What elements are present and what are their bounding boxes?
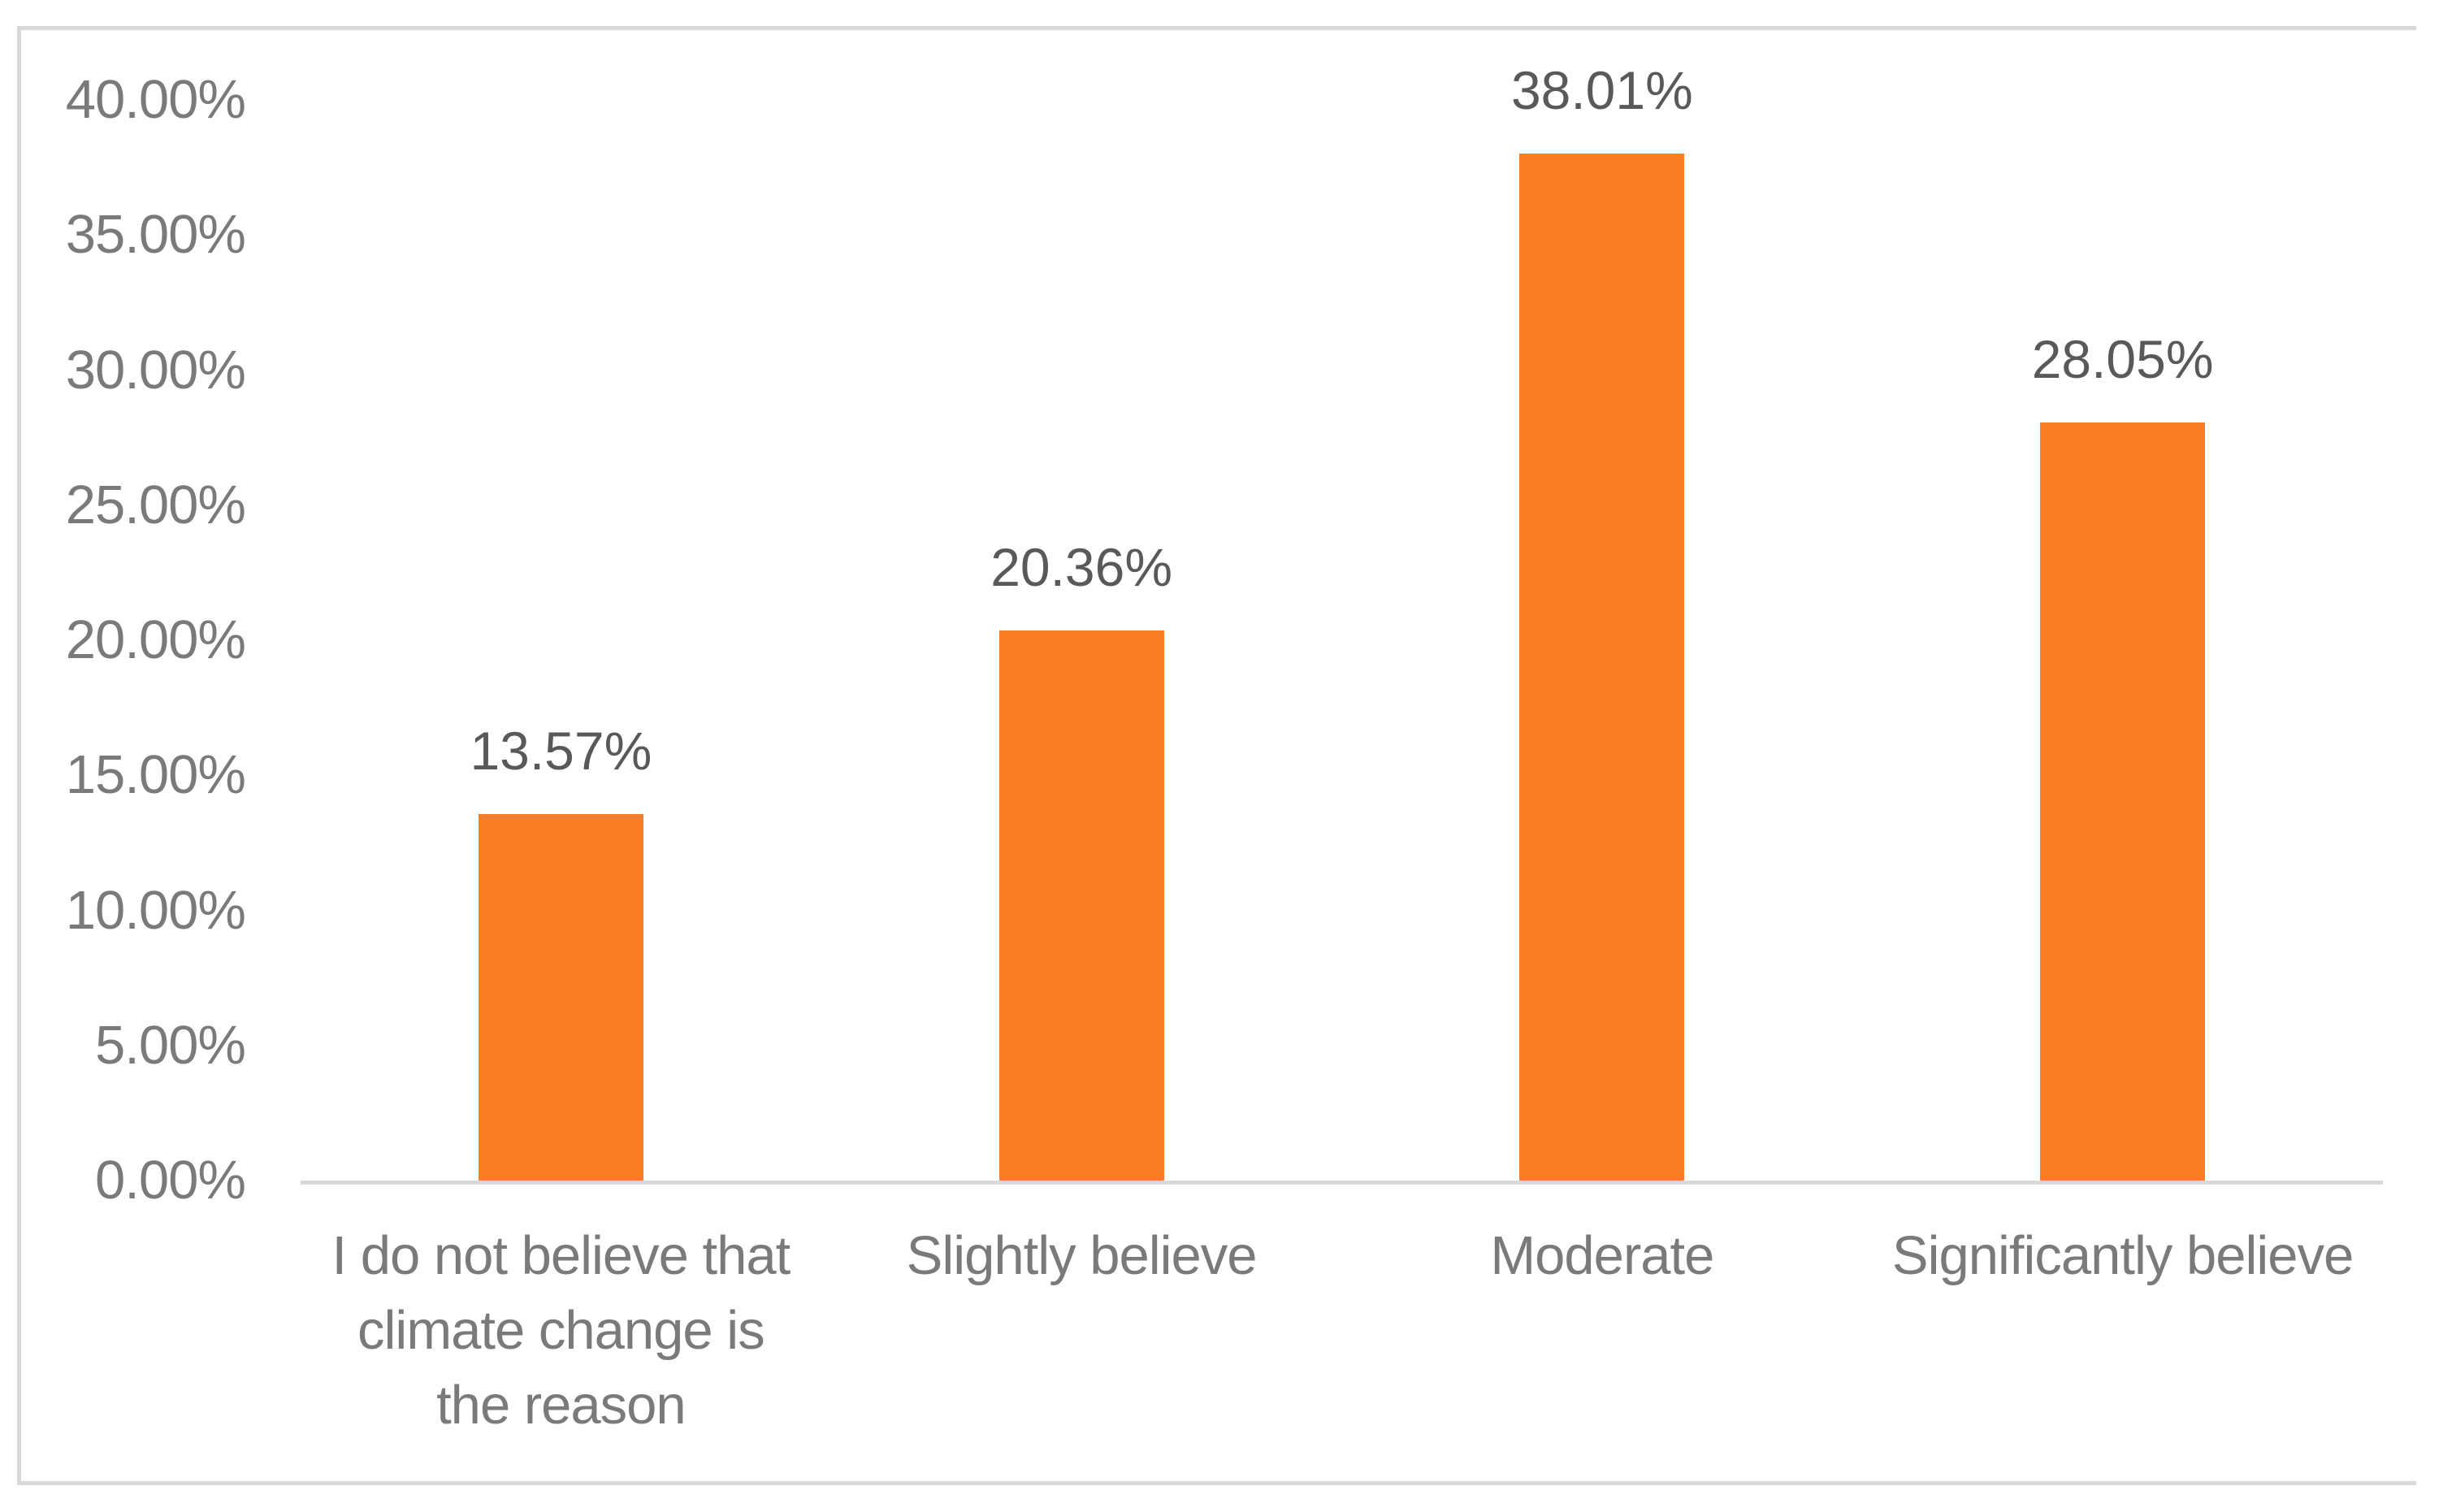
- category-label-line: the reason: [436, 1375, 687, 1436]
- x-axis-line: [301, 1181, 2383, 1185]
- category-label: Significantly believe: [1862, 1219, 2383, 1293]
- y-tick-label: 30.00%: [65, 339, 246, 401]
- y-tick-label: 0.00%: [95, 1150, 246, 1211]
- y-tick-label: 10.00%: [65, 879, 246, 941]
- bar: [2040, 422, 2206, 1181]
- category-label: Moderate: [1342, 1219, 1863, 1293]
- y-tick-label: 15.00%: [65, 744, 246, 806]
- y-axis: 0.00% 5.00% 10.00% 15.00% 20.00% 25.00% 30.00%…: [0, 0, 246, 1512]
- bar: [478, 813, 643, 1181]
- y-tick-label: 35.00%: [65, 204, 246, 266]
- bar-value-label: 13.57%: [470, 720, 652, 781]
- category-label: Slightly believe: [821, 1219, 1342, 1293]
- y-tick-label: 20.00%: [65, 609, 246, 670]
- y-tick-label: 25.00%: [65, 474, 246, 535]
- bar-value-label: 20.36%: [990, 537, 1173, 598]
- category-label-line: Significantly believe: [1891, 1225, 2354, 1286]
- bar-slot: 28.05%: [1862, 100, 2383, 1181]
- bar: [998, 630, 1164, 1181]
- category-label-line: I do not believe that: [331, 1225, 791, 1286]
- category-label-line: climate change is: [357, 1300, 765, 1361]
- plot-area: 13.57% 20.36% 38.01% 28.05%: [301, 60, 2383, 1181]
- y-tick-label: 40.00%: [65, 69, 246, 130]
- bar-slot: 13.57%: [301, 100, 821, 1181]
- category-label-line: Slightly believe: [906, 1225, 1258, 1286]
- bar-value-label: 38.01%: [1510, 60, 1693, 121]
- y-tick-label: 5.00%: [95, 1014, 246, 1076]
- bar-slot: 38.01%: [1342, 60, 1863, 1181]
- bar-value-label: 28.05%: [2031, 329, 2214, 390]
- category-label-line: Moderate: [1490, 1225, 1714, 1286]
- category-label: I do not believe that climate change is th…: [301, 1219, 821, 1443]
- bar: [1519, 154, 1685, 1181]
- bar-slot: 20.36%: [821, 100, 1342, 1181]
